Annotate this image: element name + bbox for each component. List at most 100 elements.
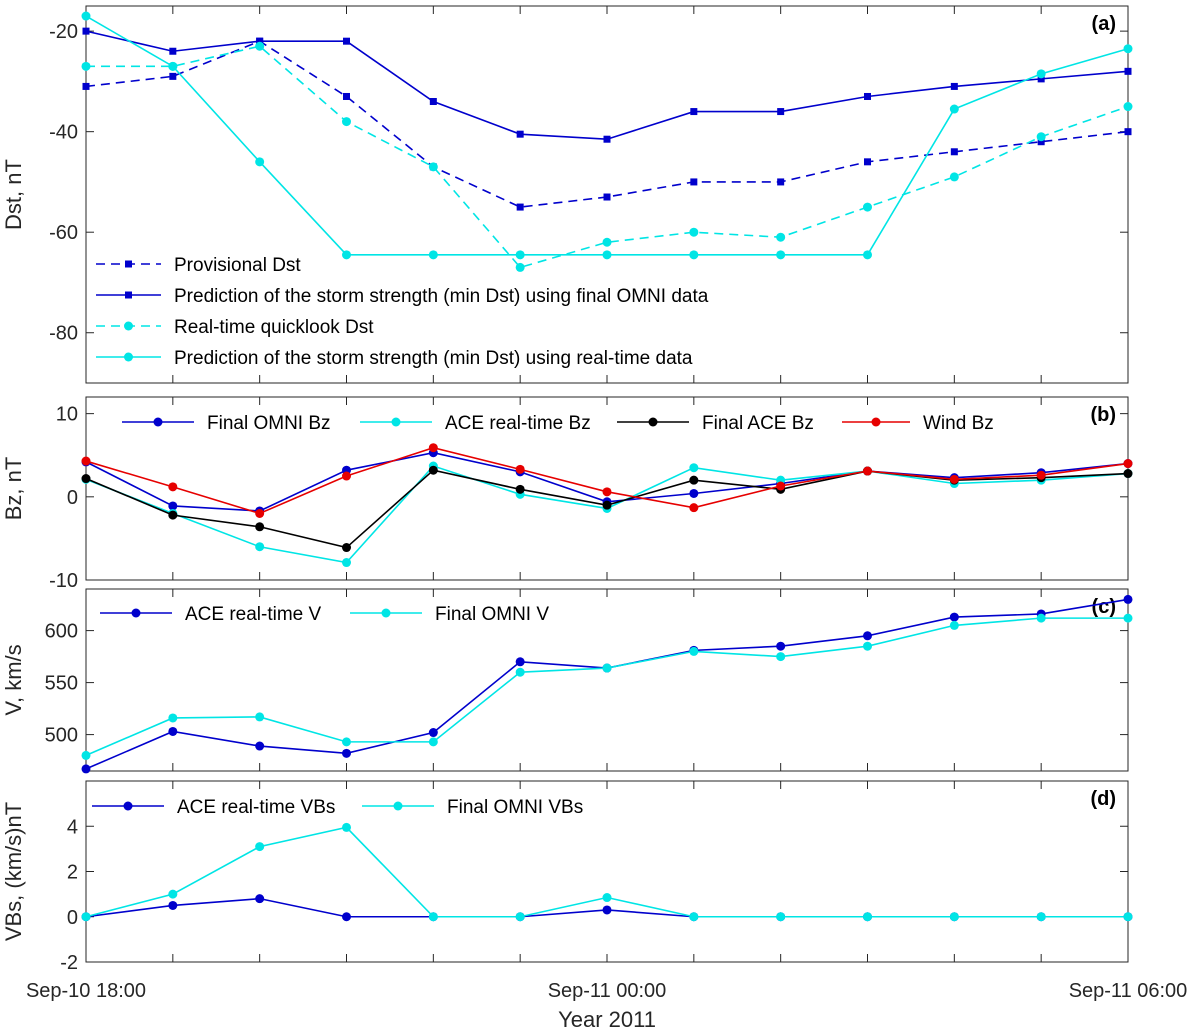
data-point xyxy=(515,657,525,667)
data-point xyxy=(1123,594,1133,604)
data-point xyxy=(1123,459,1133,469)
data-point xyxy=(428,443,438,453)
data-point xyxy=(428,250,438,260)
y-tick-label: -10 xyxy=(49,570,78,592)
data-point xyxy=(342,912,351,922)
data-point xyxy=(343,92,350,100)
legend-marker xyxy=(393,801,403,811)
data-point xyxy=(602,237,612,247)
data-point xyxy=(342,737,351,747)
data-point xyxy=(689,646,699,656)
legend: ACE real-time V Final OMNI V xyxy=(100,604,549,625)
data-point xyxy=(169,72,177,80)
data-point xyxy=(602,250,612,260)
data-point xyxy=(255,41,265,51)
data-point xyxy=(689,475,699,485)
legend-label: Final OMNI VBs xyxy=(447,797,583,818)
legend-marker xyxy=(123,801,133,811)
data-point xyxy=(342,250,351,260)
data-point xyxy=(343,37,350,45)
data-point xyxy=(342,558,351,568)
data-point xyxy=(82,27,90,35)
legend-label: Final ACE Bz xyxy=(702,413,814,434)
data-point xyxy=(168,482,178,492)
data-point xyxy=(949,104,959,114)
series-line xyxy=(85,40,1129,208)
data-point xyxy=(81,750,91,760)
x-tick-label: Sep-11 00:00 xyxy=(548,980,667,1002)
data-point xyxy=(169,47,177,55)
y-tick-label: 0 xyxy=(67,487,78,509)
legend: Provisional Dst Prediction of the storm s… xyxy=(96,255,709,369)
legend-marker xyxy=(381,608,391,618)
series-line xyxy=(85,826,1128,918)
x-tick-label: Sep-11 06:00 xyxy=(1069,980,1188,1002)
data-point xyxy=(515,262,525,272)
data-point xyxy=(603,135,611,143)
y-tick-label: -40 xyxy=(49,122,78,144)
data-point xyxy=(863,202,872,212)
data-point xyxy=(1123,912,1133,922)
y-axis-title: Dst, nT xyxy=(1,159,26,230)
panel-tag: (a) xyxy=(1092,13,1116,35)
y-axis-title: Bz, nT xyxy=(1,457,26,521)
legend-marker xyxy=(125,260,132,268)
panel-tag: (c) xyxy=(1092,596,1116,618)
data-point xyxy=(863,466,872,476)
data-point xyxy=(1036,132,1046,142)
series-line xyxy=(85,465,1129,564)
data-point xyxy=(1123,613,1133,623)
data-point xyxy=(255,741,265,751)
legend-marker xyxy=(124,321,133,331)
y-axis-title: V, km/s xyxy=(1,644,26,715)
legend-marker xyxy=(153,417,163,427)
data-point xyxy=(602,905,612,915)
data-point xyxy=(342,471,351,481)
legend-marker xyxy=(871,417,881,427)
legend-marker xyxy=(391,417,401,427)
x-tick-label: Sep-10 18:00 xyxy=(26,980,146,1002)
data-point xyxy=(949,912,959,922)
data-point xyxy=(168,501,178,511)
panel-tag: (b) xyxy=(1090,404,1116,426)
series-line xyxy=(85,15,1129,256)
legend-label: Final OMNI V xyxy=(435,604,549,625)
series-provisional-dst xyxy=(82,37,1132,211)
data-point xyxy=(81,456,91,466)
series-final-omni-vbs xyxy=(81,822,1133,922)
data-point xyxy=(1123,44,1133,54)
y-tick-label: 500 xyxy=(45,725,78,747)
data-point xyxy=(81,11,91,21)
data-point xyxy=(81,912,91,922)
data-point xyxy=(168,900,178,910)
data-point xyxy=(689,488,699,498)
data-point xyxy=(950,82,958,90)
legend-marker xyxy=(648,417,658,427)
legend-label: Final OMNI Bz xyxy=(207,413,331,434)
data-point xyxy=(255,712,265,722)
series-final-omni-v xyxy=(81,613,1133,760)
panel-d: 4 2 0 -2 VBs, (km/s)nT (d) ACE real-time VBs Fi… xyxy=(1,780,1133,974)
data-point xyxy=(342,822,351,832)
data-point xyxy=(342,543,351,553)
y-tick-label: 10 xyxy=(56,404,78,426)
legend-marker xyxy=(125,291,132,299)
data-point xyxy=(1036,912,1046,922)
x-axis-labels: Sep-10 18:00 Sep-11 00:00 Sep-11 06:00 Y… xyxy=(26,980,1187,1032)
data-point xyxy=(1036,613,1046,623)
data-point xyxy=(168,726,178,736)
data-point xyxy=(256,37,264,45)
y-tick-label: 4 xyxy=(67,816,78,838)
data-point xyxy=(1123,469,1133,479)
data-point xyxy=(690,108,698,116)
data-point xyxy=(777,108,785,116)
y-tick-label: 2 xyxy=(67,862,78,884)
data-point xyxy=(602,663,612,673)
y-tick-label: -60 xyxy=(49,222,78,244)
data-point xyxy=(516,203,524,211)
data-point xyxy=(776,912,786,922)
data-point xyxy=(1124,128,1132,136)
series-line xyxy=(86,45,1129,269)
series-real-time-quicklook-dst xyxy=(81,41,1133,272)
